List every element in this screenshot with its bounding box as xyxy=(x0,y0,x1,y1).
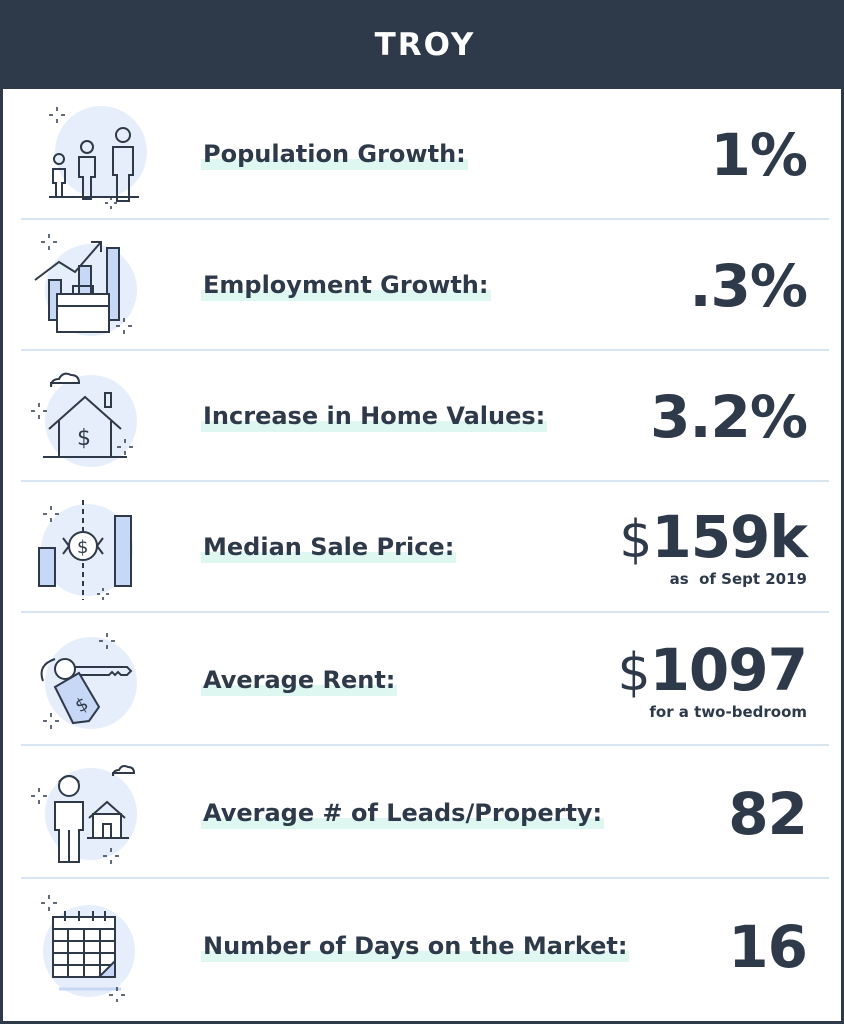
stat-value: 1097 xyxy=(649,635,808,704)
stat-label: Employment Growth: xyxy=(201,270,491,301)
stat-label: Average Rent: xyxy=(201,665,398,696)
stat-value: 159k xyxy=(651,502,808,571)
person-house-icon xyxy=(29,756,149,871)
svg-text:$: $ xyxy=(77,426,91,451)
stat-row-median-price: $ Median Sale Price: $159k as of Sept 20… xyxy=(21,482,829,613)
title-bar: TROY xyxy=(3,0,844,89)
stat-label: Average # of Leads/Property: xyxy=(201,798,605,829)
svg-text:$: $ xyxy=(77,537,88,558)
key-tag-icon: $ xyxy=(29,623,149,738)
divider xyxy=(21,218,829,220)
stat-row-days-on-market: Number of Days on the Market: 16 xyxy=(21,881,829,1012)
stat-label: Number of Days on the Market: xyxy=(201,931,630,962)
house-dollar-icon: $ xyxy=(29,359,149,474)
stat-label: Median Sale Price: xyxy=(201,532,457,563)
currency-symbol: $ xyxy=(617,642,650,703)
stat-value: 3.2% xyxy=(650,382,808,451)
briefcase-growth-icon xyxy=(29,228,149,343)
stat-value: 1% xyxy=(710,120,808,189)
stat-value-group: $159k xyxy=(619,508,808,566)
stat-row-average-rent: $ Average Rent: $1097 for a two-bedroom xyxy=(21,615,829,746)
stat-label: Population Growth: xyxy=(201,139,468,170)
stat-value-group: $1097 xyxy=(617,641,808,699)
people-icon xyxy=(29,97,149,212)
stat-value: .3% xyxy=(689,251,808,320)
stat-row-population: Population Growth: 1% xyxy=(21,89,829,220)
stat-value: 16 xyxy=(728,912,808,981)
calendar-icon xyxy=(29,889,149,1004)
divider xyxy=(21,480,829,482)
stat-row-leads: Average # of Leads/Property: 82 xyxy=(21,748,829,879)
stat-label: Increase in Home Values: xyxy=(201,401,548,432)
divider xyxy=(21,611,829,613)
stat-note: as of Sept 2019 xyxy=(669,569,807,588)
currency-symbol: $ xyxy=(619,509,652,570)
price-compare-icon: $ xyxy=(29,490,149,605)
divider xyxy=(21,744,829,746)
page-title: TROY xyxy=(374,26,476,63)
stat-row-home-values: $ Increase in Home Values: 3.2% xyxy=(21,351,829,482)
stat-note: for a two-bedroom xyxy=(649,702,807,721)
divider xyxy=(21,349,829,351)
divider xyxy=(21,877,829,879)
stat-row-employment: Employment Growth: .3% xyxy=(21,220,829,351)
stat-value: 82 xyxy=(728,779,808,848)
